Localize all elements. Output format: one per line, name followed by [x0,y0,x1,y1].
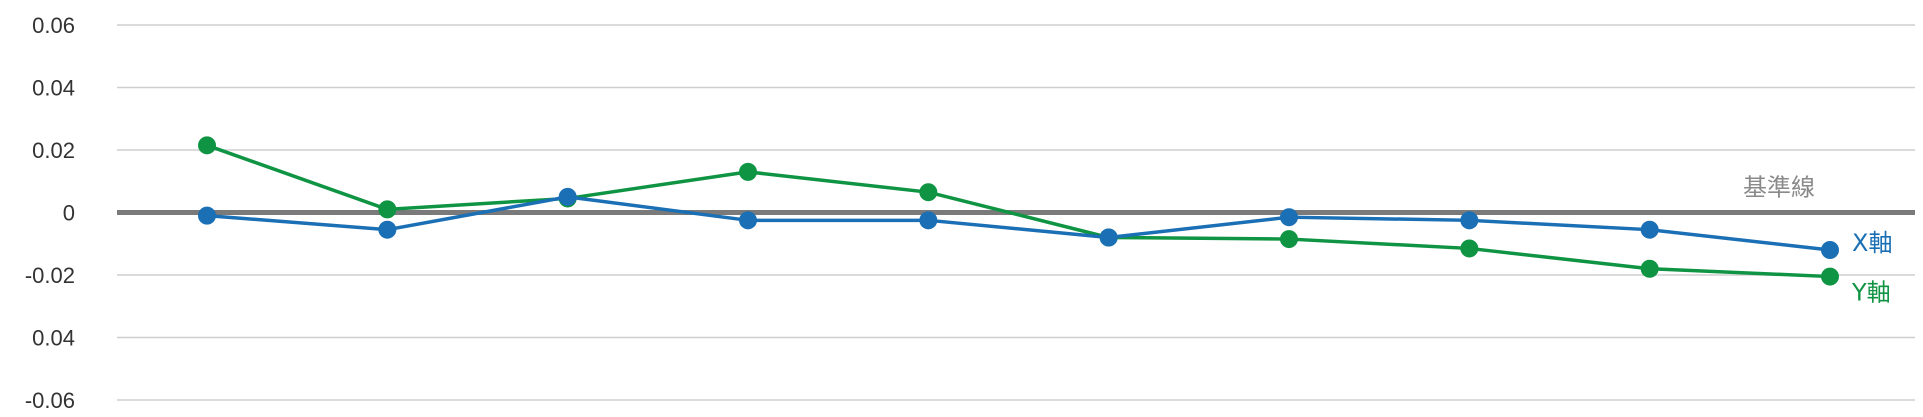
data-point [378,200,397,219]
y-axis-tick-labels: 0.06 0.04 0.02 0 -0.02 0.04 -0.06 [25,13,75,413]
data-point [1099,228,1118,247]
y-tick-label: 0.02 [32,138,75,163]
data-point [739,211,757,230]
y-tick-label: -0.06 [25,388,75,413]
y-tick-label: 0.04 [32,76,75,101]
data-point [1460,211,1479,230]
series-line [206,143,1831,279]
data-point [1460,239,1479,258]
series-line [206,195,1831,252]
data-point [198,136,216,155]
series-label: Y軸 [1851,279,1891,307]
data-point [1280,208,1298,227]
y-tick-label: 0.04 [32,326,75,351]
data-point [1640,220,1659,239]
y-tick-label: -0.02 [25,263,75,288]
data-point [919,183,938,202]
baseline-label: 基準線 [1743,174,1815,202]
series-label: X軸 [1852,229,1892,257]
y-tick-label: 0.06 [32,13,75,38]
y-tick-label: 0 [63,201,75,226]
data-point [1821,267,1839,286]
data-point [558,187,577,206]
data-point [198,206,216,225]
grid [117,24,1915,401]
series-x-axis [198,187,1839,259]
data-point [1640,259,1659,278]
data-point [1280,230,1298,249]
data-point [378,220,397,239]
series-lines [198,136,1839,286]
series-labels: 基準線 X軸 Y軸 [1743,174,1892,307]
data-point [919,211,938,230]
data-point [1821,241,1839,259]
data-point [739,162,757,181]
